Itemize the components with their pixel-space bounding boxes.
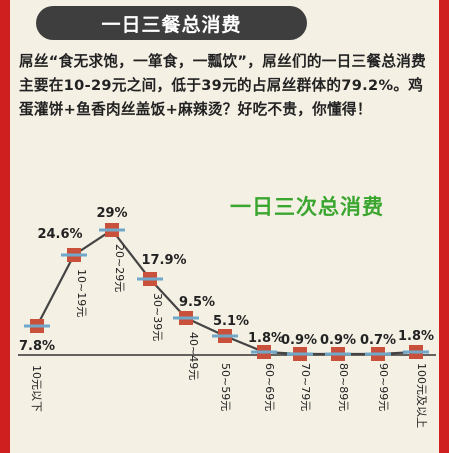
data-point [287, 347, 313, 361]
category-label: 80~89元 [337, 363, 350, 411]
data-point [251, 345, 277, 359]
chart-title: 一日三次总消费 [230, 195, 384, 219]
page-title: 一日三餐总消费 [36, 6, 307, 40]
intro-text: 屌丝“食无求饱，一箪食，一瓢饮”，屌丝们的一日三餐总消费主要在10-29元之间，… [19, 53, 427, 118]
data-label: 0.7% [360, 333, 396, 348]
category-label: 90~99元 [377, 363, 390, 411]
data-label: 0.9% [320, 333, 356, 348]
data-label: 7.8% [19, 339, 55, 354]
data-point [61, 248, 87, 262]
category-label: 10~19元 [75, 269, 88, 317]
category-label: 10元以下 [30, 365, 43, 412]
data-label: 24.6% [37, 227, 82, 242]
data-point [137, 272, 163, 286]
data-label: 1.8% [398, 329, 434, 344]
data-label: 17.9% [141, 253, 186, 268]
data-label: 5.1% [213, 314, 249, 329]
data-label: 1.8% [248, 331, 284, 346]
content-panel [10, 0, 439, 453]
category-label: 40~49元 [187, 332, 200, 380]
data-point [99, 223, 125, 237]
data-label: 9.5% [179, 295, 215, 310]
data-point [403, 345, 429, 359]
category-label: 20~29元 [113, 244, 126, 292]
data-point [365, 347, 391, 361]
data-label: 29% [96, 206, 127, 221]
category-label: 60~69元 [263, 363, 276, 411]
category-label: 100元及以上 [415, 363, 428, 428]
data-point [173, 311, 199, 325]
category-label: 70~79元 [299, 363, 312, 411]
category-label: 50~59元 [219, 363, 232, 411]
data-label: 0.9% [281, 333, 317, 348]
data-point [325, 347, 351, 361]
data-point [24, 319, 50, 333]
data-point [212, 329, 238, 343]
category-label: 30~39元 [151, 293, 164, 341]
